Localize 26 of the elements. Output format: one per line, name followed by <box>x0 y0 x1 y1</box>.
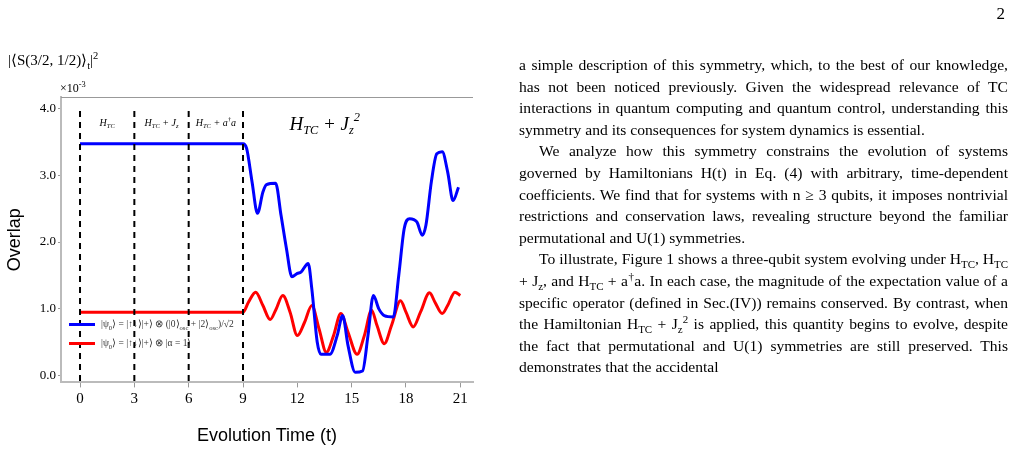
x-tick-label: 3 <box>130 390 139 407</box>
x-tick-label: 15 <box>344 390 360 407</box>
x-tick-label: 6 <box>184 390 193 407</box>
x-tick-label: 18 <box>398 390 414 407</box>
y-axis-title: Overlap <box>3 208 24 272</box>
text: To illustrate, Figure 1 shows a three-qubit system evolving under H$_{TC}$, H$_{TC}$ + J$_{z}$, and H$_{TC}$ + a$^{†}$a. In each case, the magnitude of the expectation value of a specific operator (defined in Sec.(IV)) remains conserved. By contrast, when the Hamiltonian H$_{TC}$ + J$_{z}$$^{2}$ is applied, this quantity begins to evolve, despite the fact that permutational and U(1) symmetries are still preserved. This demonstrates that the accidental <box>519 250 1008 376</box>
legend-label: |ψ$_{0}$⟩ = |↑↓⟩|+⟩ ⊗ (|0⟩$_{osc}$ + |2⟩$_{osc}$)/√2 <box>101 318 234 332</box>
y-tick-label: 3.0 <box>39 166 56 182</box>
x-tick-label: 9 <box>239 390 247 407</box>
annotation: 2 <box>353 109 360 124</box>
x-axis-title: Evolution Time (t) <box>196 425 338 446</box>
chart-title: |⟨S(3/2, 1/2)⟩$_{t}$|$^{2}$ <box>8 50 99 71</box>
y-tick-label: 2.0 <box>39 233 56 249</box>
y-tick-label: 4.0 <box>39 99 56 115</box>
y-tick-label: 1.0 <box>39 300 56 316</box>
text: ×10$^{-3}$ <box>60 80 86 96</box>
x-tick-label: 12 <box>289 390 305 407</box>
text: We analyze how this symmetry constrains the evolution of systems governed by Hamiltonians H(t) in Eq. (4) with arbitrary, time-dependent coefficients. We find that for systems with n ≥ 3 qubits, it imposes nontrivial restrictions and conservation laws, revealing structure beyond the familiar permutational and U(1) symmetries. <box>519 141 1008 248</box>
line-series <box>78 290 462 356</box>
text: a simple description of this symmetry, which, to the best of our knowledge, has not been noticed previously. Given the widespread relevance of TC interactions in quantum computing and quantum control, understanding this symmetry and its consequences for system dynamics is essential. <box>519 55 1008 140</box>
legend-label: |ψ$_{0}$⟩ = |↑↓⟩|+⟩ ⊗ |α = 1⟩ <box>101 337 192 351</box>
y-tick-label: 0.0 <box>39 367 56 383</box>
x-tick-label: 0 <box>76 390 84 407</box>
line-series <box>78 142 461 374</box>
text: 2 <box>996 4 1005 23</box>
x-tick-label: 21 <box>452 390 468 407</box>
